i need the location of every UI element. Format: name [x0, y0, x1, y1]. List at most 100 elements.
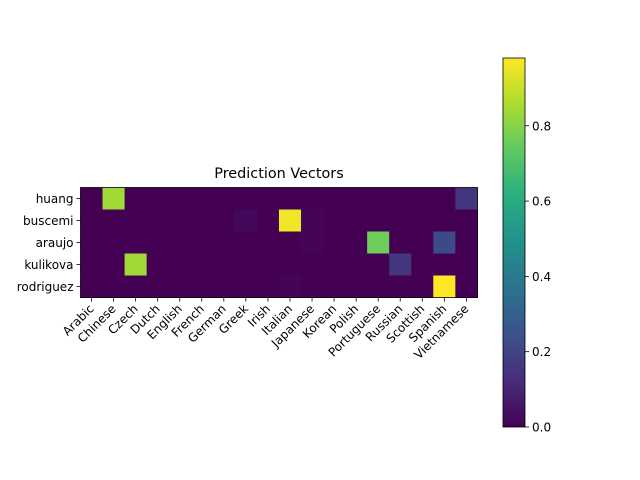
row-labels: huang buscemi araujo kulikova rodriguez [17, 192, 81, 294]
heatmap-cell [455, 209, 478, 232]
heatmap-cell [367, 209, 390, 232]
row-label: huang [36, 192, 74, 206]
heatmap-cell [146, 275, 170, 298]
heatmap-cell [278, 209, 302, 232]
heatmap-cell [256, 209, 280, 232]
heatmap-cell [433, 187, 456, 210]
heatmap-cell [389, 187, 412, 210]
heatmap-cell [367, 275, 390, 298]
heatmap-cell [212, 187, 236, 210]
heatmap-cell [411, 231, 434, 254]
heatmap-cell [102, 231, 125, 254]
heatmap-cell [124, 275, 148, 298]
heatmap-cell [389, 231, 412, 254]
heatmap-cell [278, 253, 302, 276]
heatmap-cell [256, 275, 280, 298]
heatmap-cell [190, 253, 214, 276]
chart-title: Prediction Vectors [214, 166, 343, 182]
heatmap-cell [323, 209, 346, 232]
heatmap-cell [102, 187, 125, 210]
heatmap-cell [102, 253, 125, 276]
heatmap-cell [168, 275, 192, 298]
colorbar-ticks: 0.0 0.2 0.4 0.6 0.8 [525, 119, 551, 435]
heatmap-cell [146, 253, 170, 276]
heatmap-cell [190, 209, 214, 232]
heatmap-cell [345, 209, 368, 232]
colorbar-tick-label: 0.6 [532, 195, 551, 209]
heatmap-cell [80, 275, 103, 298]
heatmap-cell [411, 209, 434, 232]
heatmap-cell [411, 253, 434, 276]
heatmap-cell [256, 187, 280, 210]
heatmap-cell [301, 187, 324, 210]
heatmap-cell [301, 253, 324, 276]
row-label: rodriguez [17, 280, 74, 294]
heatmap-cell [102, 275, 125, 298]
heatmap-cell [80, 231, 103, 254]
colorbar-tick-label: 0.4 [532, 270, 551, 284]
heatmap-cell [411, 275, 434, 298]
heatmap-cell [168, 209, 192, 232]
heatmap-cell [212, 231, 236, 254]
heatmap-cell [389, 253, 412, 276]
heatmap-cell [124, 187, 148, 210]
heatmap-cell [234, 231, 258, 254]
heatmap-cell [301, 275, 324, 298]
heatmap-cell [80, 209, 103, 232]
heatmap-cell [345, 231, 368, 254]
heatmap-cell [234, 187, 258, 210]
heatmap-cell [389, 209, 412, 232]
heatmap-cell [212, 253, 236, 276]
heatmap-cell [433, 253, 456, 276]
heatmap-cell [323, 253, 346, 276]
colorbar: 0.0 0.2 0.4 0.6 0.8 [502, 57, 551, 435]
heatmap-cell [278, 231, 302, 254]
heatmap-cell [168, 253, 192, 276]
heatmap-cell [190, 231, 214, 254]
heatmap-cell [212, 275, 236, 298]
heatmap-cell [433, 231, 456, 254]
heatmap-cell [234, 209, 258, 232]
heatmap-cell [234, 253, 258, 276]
column-labels: ArabicChineseCzechDutchEnglishFrenchGerm… [60, 297, 471, 362]
heatmap-cell [102, 209, 125, 232]
heatmap-cell [301, 209, 324, 232]
heatmap-cell [234, 275, 258, 298]
heatmap-cell [345, 253, 368, 276]
heatmap-cell [323, 275, 346, 298]
heatmap-cell [367, 231, 390, 254]
heatmap-cell [323, 187, 346, 210]
row-label: araujo [36, 236, 74, 250]
heatmap-cell [323, 231, 346, 254]
heatmap-cell [345, 187, 368, 210]
heatmap-cell [455, 231, 478, 254]
colorbar-gradient [503, 58, 525, 427]
heatmap-cell [124, 209, 148, 232]
heatmap-cell [146, 231, 170, 254]
heatmap-cell [256, 253, 280, 276]
heatmap-cell [80, 187, 103, 210]
heatmap-cell [367, 253, 390, 276]
colorbar-tick-label: 0.8 [532, 119, 551, 133]
heatmap-cell [190, 187, 214, 210]
heatmap-cell [190, 275, 214, 298]
colorbar-tick-label: 0.0 [532, 421, 551, 435]
heatmap-cell [278, 187, 302, 210]
row-label: buscemi [23, 214, 73, 228]
heatmap-cell [455, 275, 478, 298]
heatmap-cell [256, 231, 280, 254]
row-label: kulikova [24, 258, 73, 272]
heatmap-cell [411, 187, 434, 210]
heatmap-cell [433, 209, 456, 232]
heatmap-cell [146, 187, 170, 210]
heatmap-cell [301, 231, 324, 254]
colorbar-frame [502, 57, 526, 428]
heatmap-cell [367, 187, 390, 210]
heatmap-cell [389, 275, 412, 298]
heatmap-cell [168, 187, 192, 210]
heatmap-cell [168, 231, 192, 254]
heatmap-cell [146, 209, 170, 232]
heatmap-cell [433, 275, 456, 298]
heatmap-cell [455, 187, 478, 210]
